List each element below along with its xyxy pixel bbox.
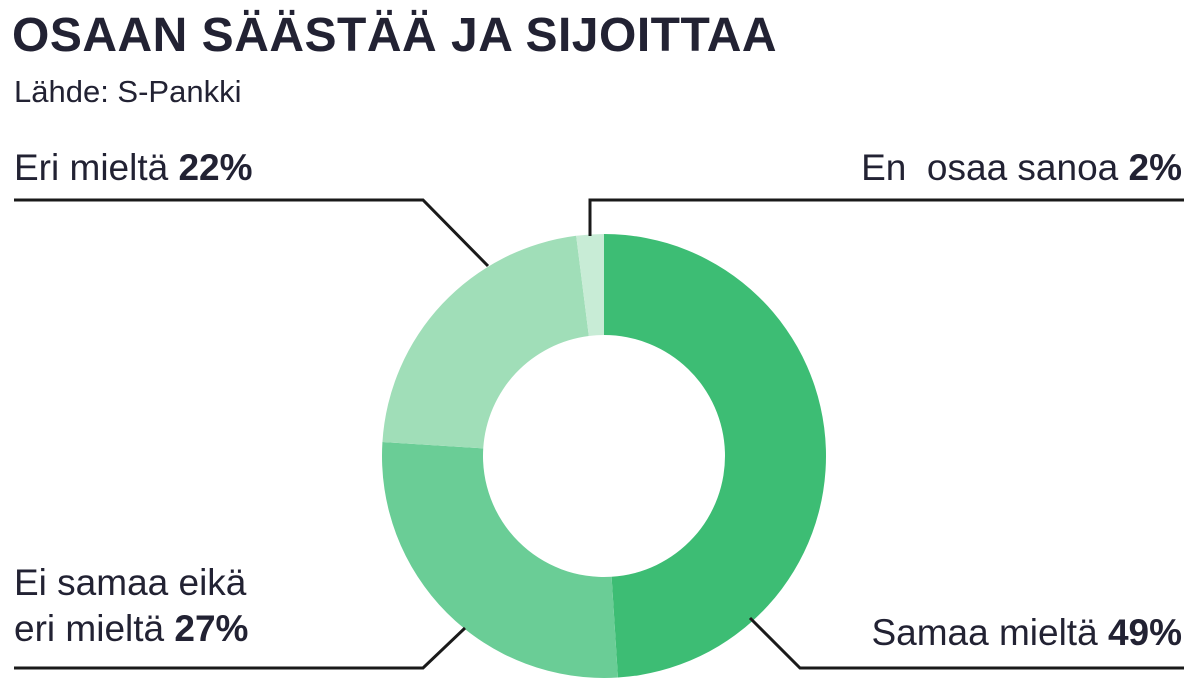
donut-slice-3 (382, 235, 589, 449)
donut-slice-2 (382, 442, 618, 678)
leader-line-en (588, 198, 1184, 236)
slice-name: Samaa mieltä (871, 612, 1098, 653)
slice-value: 27% (174, 608, 249, 649)
slice-label-ei-samaa-eika-eri-mielta: Ei samaa eikä eri mieltä 27% (14, 560, 248, 652)
slice-name: Eri mieltä (14, 147, 169, 188)
leader-line-eri (14, 198, 490, 268)
slice-label-samaa-mielta: Samaa mieltä 49% (871, 610, 1182, 656)
slice-value: 49% (1107, 612, 1182, 653)
chart-title: OSAAN SÄÄSTÄÄ JA SIJOITTAA (12, 9, 778, 62)
chart-source: Lähde: S-Pankki (14, 74, 242, 109)
slice-name-line1: Ei samaa eikä (14, 562, 247, 603)
leader-line-samaa (748, 616, 1184, 670)
slice-label-en-osaa-sanoa: En osaa sanoa 2% (861, 145, 1182, 191)
slice-name-line2: eri mieltä (14, 608, 165, 649)
slice-value: 2% (1128, 147, 1182, 188)
slice-name: En osaa sanoa (861, 147, 1119, 188)
donut-slice-1 (604, 234, 827, 678)
slice-value: 22% (178, 147, 253, 188)
donut-slice-4 (576, 234, 604, 336)
slice-label-eri-mielta: Eri mieltä 22% (14, 145, 253, 191)
leader-line-ei (14, 626, 467, 670)
